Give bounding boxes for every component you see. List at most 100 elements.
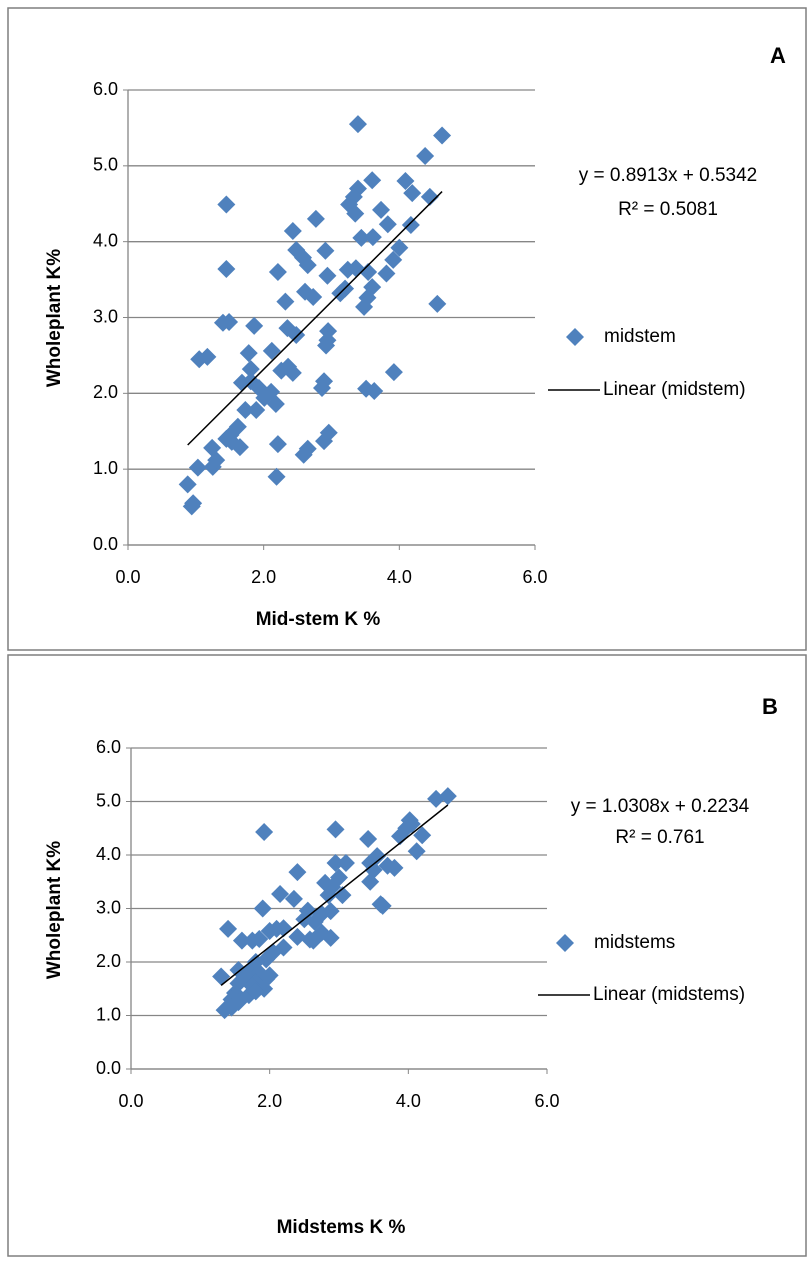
point <box>287 325 306 344</box>
panel-label: B <box>762 694 778 719</box>
point <box>247 401 266 420</box>
y-tick-label: 3.0 <box>96 897 121 917</box>
legend-label: midstems <box>594 932 675 953</box>
x-tick-label: 4.0 <box>387 567 412 587</box>
point <box>217 195 236 214</box>
point <box>407 842 426 861</box>
x-axis-title: Mid-stem K % <box>256 609 381 630</box>
y-tick-label: 2.0 <box>93 382 118 402</box>
point <box>288 863 307 882</box>
point <box>384 363 403 382</box>
point <box>315 432 334 451</box>
point <box>222 998 241 1017</box>
point <box>420 187 439 206</box>
point <box>313 379 332 398</box>
point <box>222 432 241 451</box>
point <box>255 822 274 841</box>
x-tick-label: 0.0 <box>115 567 140 587</box>
point <box>268 435 287 454</box>
point <box>250 929 269 948</box>
point <box>385 858 404 877</box>
point <box>433 126 452 145</box>
point <box>283 222 302 241</box>
point <box>262 341 281 360</box>
point <box>321 902 340 921</box>
point <box>403 184 422 203</box>
point <box>428 294 447 313</box>
point <box>321 928 340 947</box>
point <box>283 363 302 382</box>
point <box>396 172 415 190</box>
point <box>268 263 287 281</box>
point <box>276 292 295 311</box>
point <box>318 266 337 285</box>
point <box>377 264 396 283</box>
y-tick-label: 0.0 <box>96 1058 121 1078</box>
r-squared: R² = 0.5081 <box>618 199 718 220</box>
point <box>236 401 255 420</box>
legend-label: midstem <box>604 326 676 347</box>
y-axis-title: Wholeplant K% <box>44 249 65 387</box>
point <box>306 209 325 228</box>
y-tick-label: 0.0 <box>93 534 118 554</box>
point <box>413 826 432 845</box>
trend-equation: y = 1.0308x + 0.2234 <box>571 796 750 817</box>
point <box>296 282 315 301</box>
point <box>212 967 231 986</box>
point <box>416 146 435 165</box>
point <box>255 388 274 407</box>
legend-label: Linear (midstems) <box>593 984 745 1005</box>
point <box>372 200 391 219</box>
x-tick-label: 2.0 <box>251 567 276 587</box>
x-tick-label: 6.0 <box>534 1091 559 1111</box>
point <box>207 451 226 470</box>
point <box>319 886 338 905</box>
panel-border <box>7 7 807 651</box>
y-tick-label: 3.0 <box>93 306 118 326</box>
point <box>359 829 378 848</box>
y-tick-label: 6.0 <box>96 737 121 757</box>
y-tick-label: 4.0 <box>93 230 118 250</box>
x-axis-title: Midstems K % <box>277 1217 406 1238</box>
point <box>326 820 345 839</box>
point <box>365 382 384 401</box>
panel-border <box>7 654 807 1257</box>
y-tick-label: 5.0 <box>96 790 121 810</box>
point <box>384 250 403 269</box>
point <box>390 238 409 257</box>
trendline <box>220 804 449 986</box>
point <box>267 467 286 486</box>
point <box>401 215 420 234</box>
point <box>316 241 335 260</box>
y-tick-label: 2.0 <box>96 951 121 971</box>
point <box>188 458 207 477</box>
point <box>438 787 457 806</box>
trend-equation: y = 0.8913x + 0.5342 <box>579 165 758 186</box>
point <box>359 263 378 281</box>
point <box>217 259 236 278</box>
x-tick-label: 6.0 <box>522 567 547 587</box>
point <box>260 921 279 940</box>
point <box>361 872 380 891</box>
point <box>363 228 382 247</box>
point <box>239 344 258 363</box>
r-squared: R² = 0.761 <box>615 827 704 848</box>
y-tick-label: 1.0 <box>93 458 118 478</box>
point <box>284 889 303 908</box>
point <box>373 896 392 915</box>
y-tick-label: 4.0 <box>96 844 121 864</box>
y-tick-label: 1.0 <box>96 1004 121 1024</box>
point <box>271 885 290 904</box>
x-tick-label: 2.0 <box>257 1091 282 1111</box>
point <box>178 475 197 494</box>
point <box>352 228 371 247</box>
point <box>182 497 201 516</box>
point <box>317 336 336 355</box>
point <box>355 297 374 316</box>
point <box>378 215 397 234</box>
point <box>241 360 260 379</box>
x-tick-label: 4.0 <box>396 1091 421 1111</box>
y-axis-title: Wholeplant K% <box>44 841 65 979</box>
point <box>348 115 367 134</box>
panel-label: A <box>770 43 786 68</box>
